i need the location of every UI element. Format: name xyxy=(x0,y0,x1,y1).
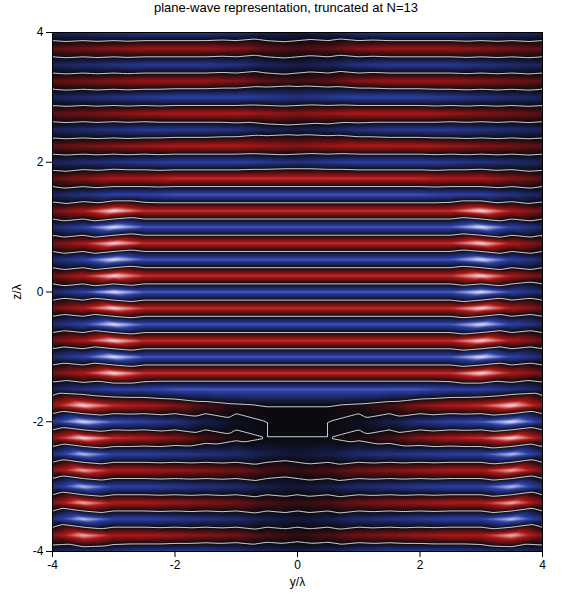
svg-text:-2: -2 xyxy=(170,558,181,572)
svg-text:z/λ: z/λ xyxy=(10,284,24,299)
svg-text:-2: -2 xyxy=(33,415,44,429)
svg-text:-4: -4 xyxy=(33,544,44,558)
svg-text:4: 4 xyxy=(37,25,44,39)
svg-text:2: 2 xyxy=(37,155,44,169)
svg-text:0: 0 xyxy=(37,285,44,299)
svg-text:y/λ: y/λ xyxy=(290,575,305,589)
svg-text:-4: -4 xyxy=(47,558,58,572)
html-text:plane-wave representation, tru: plane-wave representation, truncated at … xyxy=(153,0,419,15)
svg-text:0: 0 xyxy=(294,558,301,572)
svg-text:2: 2 xyxy=(417,558,424,572)
svg-text:4: 4 xyxy=(539,558,546,572)
